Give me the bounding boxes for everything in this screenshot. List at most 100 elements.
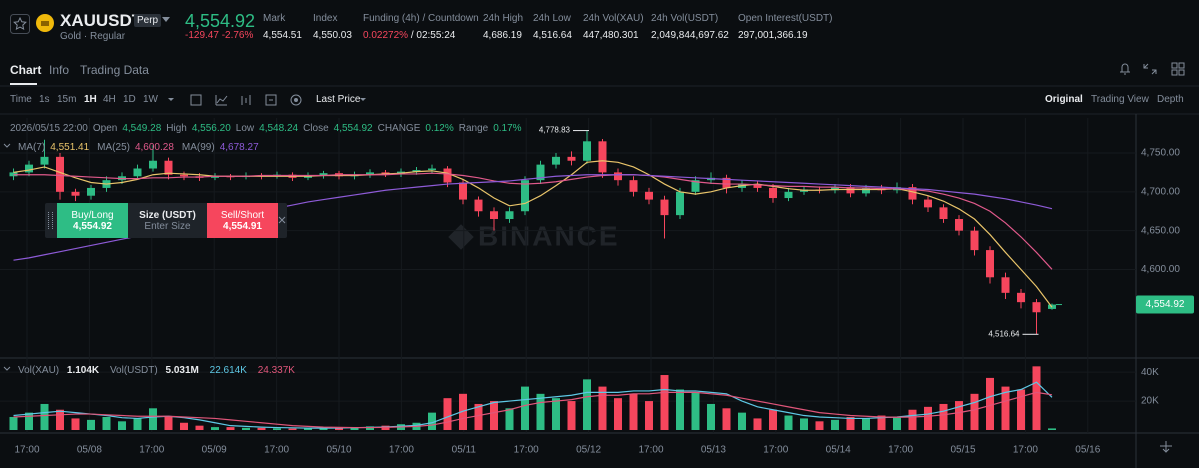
- x-tick-label: 05/11: [452, 445, 477, 456]
- alert-icon[interactable]: [1120, 63, 1130, 75]
- volume-bar: [924, 406, 932, 430]
- volume-bar: [753, 418, 762, 430]
- candle-body: [598, 141, 607, 173]
- volume-legend: Vol(XAU) 1.104K Vol(USDT) 5.031M 22.614K…: [18, 365, 295, 376]
- favorite-box: [10, 14, 30, 34]
- x-tick-label: 17:00: [139, 445, 164, 456]
- volume-bar: [273, 428, 281, 430]
- toolbar-icons: [168, 94, 366, 106]
- view-option[interactable]: Trading View: [1091, 94, 1149, 105]
- volume-bar: [939, 403, 948, 430]
- stat-value: 4,686.19: [483, 30, 522, 41]
- axis-settings-icon[interactable]: [1160, 441, 1172, 453]
- candle-body: [505, 211, 514, 220]
- stat-value-text: 4,516.64: [533, 30, 572, 41]
- volume-bar: [102, 416, 111, 430]
- settings-icon[interactable]: [265, 94, 277, 106]
- candle-body: [831, 187, 839, 191]
- view-option[interactable]: Original: [1045, 94, 1083, 105]
- volume-bar: [366, 426, 374, 430]
- stat-value: 0.02272% / 02:55:24: [363, 30, 455, 41]
- collapse-icon[interactable]: [3, 143, 11, 148]
- stat-value-text: 0.02272%: [363, 30, 409, 41]
- star-icon: [13, 16, 27, 31]
- indicator-icon[interactable]: [215, 95, 228, 106]
- caret[interactable]: [360, 98, 366, 101]
- annotation: 4,778.83: [539, 126, 571, 135]
- view-option[interactable]: Depth: [1157, 94, 1184, 105]
- stat-value: 4,554.51: [263, 30, 302, 41]
- candle-body: [133, 168, 142, 177]
- x-tick-label: 05/09: [202, 445, 227, 456]
- y-tick-label: 4,700.00: [1141, 186, 1180, 197]
- volume-bar: [846, 416, 855, 430]
- volume-bar: [319, 427, 328, 430]
- x-tick-label: 17:00: [1013, 445, 1038, 456]
- expand-icon[interactable]: [1143, 63, 1157, 75]
- collapse-icon[interactable]: [3, 366, 11, 371]
- volume-bar: [691, 392, 700, 430]
- buy-button[interactable]: Buy/Long 4,554.92: [57, 203, 128, 238]
- volume-bar: [428, 412, 436, 430]
- interval[interactable]: 1D: [123, 94, 136, 105]
- layout-icon[interactable]: [1171, 62, 1185, 76]
- candle-body: [521, 180, 529, 212]
- screenshot-icon[interactable]: [290, 94, 302, 106]
- candle-body: [583, 141, 591, 161]
- stat-label: 24h High: [483, 13, 524, 24]
- candle-body: [676, 191, 684, 216]
- interval[interactable]: 1s: [39, 94, 50, 105]
- sell-button[interactable]: Sell/Short 4,554.91: [207, 203, 278, 238]
- dropdown-caret[interactable]: [162, 17, 170, 23]
- legend-value: 1.104K: [67, 365, 100, 376]
- size-input[interactable]: Size (USDT) Enter Size: [128, 203, 207, 238]
- candle-body: [164, 160, 173, 175]
- volume-bar: [459, 393, 467, 430]
- x-tick-label: 17:00: [638, 445, 663, 456]
- candle-body: [319, 173, 328, 176]
- volume-bar: [226, 427, 235, 430]
- interval[interactable]: Time: [10, 94, 32, 105]
- sell-label: Sell/Short: [220, 209, 265, 221]
- drag-handle[interactable]: [48, 212, 53, 229]
- tab[interactable]: Info: [49, 63, 70, 77]
- interval[interactable]: 1H: [84, 94, 97, 105]
- candle-body: [1017, 292, 1025, 303]
- candle-icon[interactable]: [241, 95, 251, 105]
- last-price: 4,554.92: [185, 11, 256, 31]
- volume-bar: [133, 418, 142, 430]
- x-tick-label: 17:00: [264, 445, 289, 456]
- volume-bar: [164, 416, 173, 430]
- tab[interactable]: Chart: [10, 63, 42, 77]
- info-label: CHANGE: [378, 123, 421, 134]
- legend-value: 5.031M: [166, 365, 199, 376]
- stat-value: 447,480.301: [583, 30, 639, 41]
- volume-bar: [242, 427, 250, 430]
- interval[interactable]: 15m: [57, 94, 77, 105]
- price-type[interactable]: Last Price: [316, 94, 361, 105]
- interval[interactable]: 4H: [103, 94, 116, 105]
- stat-label: Mark: [263, 13, 286, 24]
- favorite-button[interactable]: [10, 14, 30, 34]
- info-label: Close: [303, 123, 329, 134]
- volume-bar: [350, 427, 359, 430]
- volume-bar: [769, 409, 777, 430]
- symbol[interactable]: XAUUSDT: [60, 11, 143, 30]
- close-button[interactable]: [278, 216, 286, 224]
- calendar-icon[interactable]: [190, 94, 202, 106]
- interval[interactable]: 1W: [143, 94, 158, 105]
- x-tick-label: 05/13: [701, 445, 726, 456]
- caret[interactable]: [168, 98, 174, 101]
- candle-body: [846, 187, 855, 194]
- gold-bar: [41, 21, 49, 26]
- info-label: High: [166, 123, 187, 134]
- legend-value: 4,551.41: [50, 142, 89, 153]
- candle-body: [381, 172, 390, 174]
- size-label: Size (USDT): [139, 209, 196, 221]
- candle-body: [784, 191, 793, 199]
- legend-value: 22.614K: [210, 365, 248, 376]
- ohlc-info: 2026/05/15 22:00 Open 4,549.28 High 4,556.20…: [10, 123, 522, 134]
- change-percent: -2.76%: [221, 30, 254, 41]
- tab[interactable]: Trading Data: [80, 63, 149, 77]
